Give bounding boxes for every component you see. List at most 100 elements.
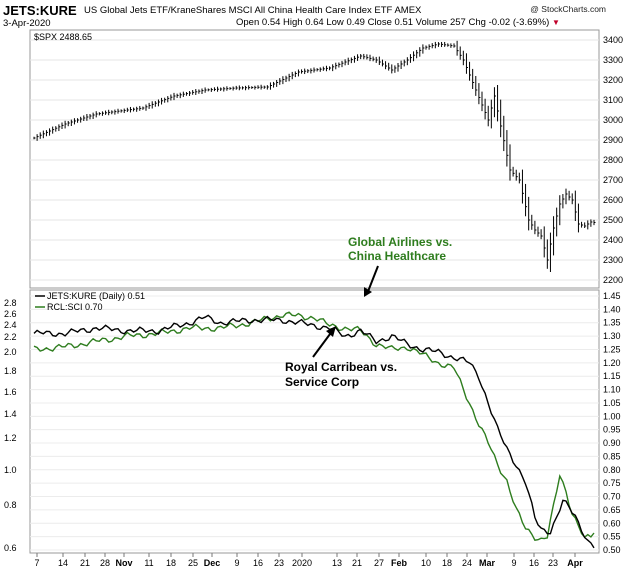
quote-summary: Open 0.54 High 0.64 Low 0.49 Close 0.51 … [236, 17, 560, 28]
volume-label: Volume [415, 17, 448, 28]
x-axis: 7 14 21 28 Nov 11 18 25 Dec 9 16 23 2020 13 21 27 Feb 10 1… [34, 553, 583, 568]
ratio-left-tick-label: 0.8 [4, 500, 17, 510]
spx-y-tick-label: 2200 [603, 275, 623, 285]
ratio-left-tick-label: 1.8 [4, 366, 17, 376]
cruise-arrow-icon [312, 329, 334, 358]
x-tick-label: 24 [462, 558, 472, 568]
x-tick-label: 23 [274, 558, 284, 568]
spx-y-tick-label: 2700 [603, 175, 623, 185]
ticker-symbol: JETS:KURE [3, 3, 77, 18]
ratio-right-tick-label: 1.30 [603, 331, 621, 341]
spx-y-axis: 2200 2300 2400 2500 2600 2700 2800 2900 3000 3100… [603, 35, 623, 285]
x-tick-label: 28 [100, 558, 110, 568]
spx-gridlines [30, 39, 599, 281]
ticker-description: US Global Jets ETF/KraneShares MSCI All … [84, 5, 422, 16]
ratio-right-tick-label: 0.55 [603, 532, 621, 542]
spx-y-tick-label: 3200 [603, 75, 623, 85]
ratio-right-tick-label: 0.85 [603, 451, 621, 461]
spx-y-tick-label: 3100 [603, 95, 623, 105]
x-tick-label: 18 [166, 558, 176, 568]
open-value: 0.54 [261, 17, 281, 28]
spx-legend: $SPX 2488.65 [34, 32, 92, 42]
ratio-left-tick-label: 1.4 [4, 409, 17, 419]
open-label: Open [236, 17, 260, 28]
chart-date: 3-Apr-2020 [3, 18, 51, 29]
volume-value: 257 [449, 17, 466, 28]
ratio-right-tick-label: 1.35 [603, 318, 621, 328]
spx-y-tick-label: 3400 [603, 35, 623, 45]
jets-kure-line [33, 314, 595, 549]
cruise-annotation: Royal Carribean vs. Service Corp [285, 326, 397, 389]
ratio-right-tick-label: 0.95 [603, 425, 621, 435]
rcl-sci-legend: RCL:SCI 0.70 [47, 302, 103, 312]
spx-panel: 2200 2300 2400 2500 2600 2700 2800 2900 3000 3100… [29, 29, 623, 289]
x-tick-label: 14 [58, 558, 68, 568]
chg-label: Chg [468, 17, 486, 28]
close-value: 0.51 [394, 17, 414, 28]
ratio-right-tick-label: 0.50 [603, 545, 621, 555]
ratio-panel-frame [29, 289, 600, 554]
spx-y-tick-label: 2900 [603, 135, 623, 145]
spx-y-tick-label: 2500 [603, 215, 623, 225]
x-tick-label: Nov [115, 558, 132, 568]
x-tick-label: 23 [548, 558, 558, 568]
ratio-left-tick-label: 2.4 [4, 320, 17, 330]
spx-y-tick-label: 3300 [603, 55, 623, 65]
ratio-gridlines [30, 295, 599, 551]
airlines-arrow-icon [366, 265, 379, 295]
spx-panel-frame [29, 29, 600, 289]
ratio-right-tick-label: 0.70 [603, 492, 621, 502]
spx-y-tick-label: 2300 [603, 255, 623, 265]
chg-value: -0.02 (-3.69%) [488, 17, 550, 28]
ratio-right-tick-label: 0.90 [603, 438, 621, 448]
x-tick-label: 7 [34, 558, 39, 568]
airlines-arrowhead-icon [364, 287, 372, 297]
spx-y-tick-label: 2600 [603, 195, 623, 205]
ratio-right-tick-label: 0.80 [603, 465, 621, 475]
ratio-right-tick-label: 0.60 [603, 518, 621, 528]
x-tick-label: 16 [529, 558, 539, 568]
ratio-left-tick-label: 2.0 [4, 347, 17, 357]
low-label: Low [326, 17, 344, 28]
x-tick-label: Mar [479, 558, 496, 568]
x-tick-label: 2020 [292, 558, 312, 568]
ratio-left-tick-label: 1.6 [4, 387, 17, 397]
x-tick-label: 10 [421, 558, 431, 568]
ratio-right-tick-label: 1.25 [603, 344, 621, 354]
ratio-right-tick-label: 1.10 [603, 385, 621, 395]
ratio-panel: 0.6 0.8 1.0 1.2 1.4 1.6 1.8 2.0 2.2 2.42.62.8 0.5… [4, 289, 621, 555]
x-tick-label: Dec [204, 558, 221, 568]
ratio-left-tick-label: 0.6 [4, 543, 17, 553]
high-value: 0.64 [305, 17, 324, 28]
cruise-arrowhead-icon [326, 326, 336, 337]
x-tick-label: 9 [234, 558, 239, 568]
jets-kure-legend: JETS:KURE (Daily) 0.51 [47, 291, 145, 301]
x-tick-label: 13 [332, 558, 342, 568]
ratio-left-tick-label: 1.2 [4, 433, 17, 443]
high-label: High [283, 17, 303, 28]
close-label: Close [367, 17, 392, 28]
ratio-left-tick-label: 2.8 [4, 298, 17, 308]
x-tick-label: 11 [144, 558, 153, 568]
x-tick-label: Apr [567, 558, 583, 568]
x-tick-label: 9 [511, 558, 516, 568]
low-value: 0.49 [346, 17, 365, 28]
airlines-annotation-line1: Global Airlines vs. [348, 235, 452, 249]
spx-price-bars [33, 40, 596, 272]
airlines-annotation: Global Airlines vs. China Healthcare [348, 235, 452, 297]
spx-y-tick-label: 2800 [603, 155, 623, 165]
ratio-right-tick-label: 1.00 [603, 411, 621, 421]
ratio-left-tick-label: 1.0 [4, 465, 17, 475]
ratio-left-tick-label: 2.2 [4, 332, 17, 342]
airlines-annotation-line2: China Healthcare [348, 249, 446, 263]
ratio-right-tick-label: 1.45 [603, 291, 621, 301]
ratio-left-tick-label: 2.6 [4, 309, 17, 319]
x-tick-label: 18 [442, 558, 452, 568]
cruise-annotation-line2: Service Corp [285, 375, 359, 389]
x-tick-label: Feb [391, 558, 408, 568]
ratio-right-tick-label: 1.15 [603, 371, 621, 381]
x-tick-label: 27 [374, 558, 384, 568]
ratio-right-tick-label: 1.40 [603, 304, 621, 314]
stockcharts-credit: @ StockCharts.com [530, 4, 606, 14]
